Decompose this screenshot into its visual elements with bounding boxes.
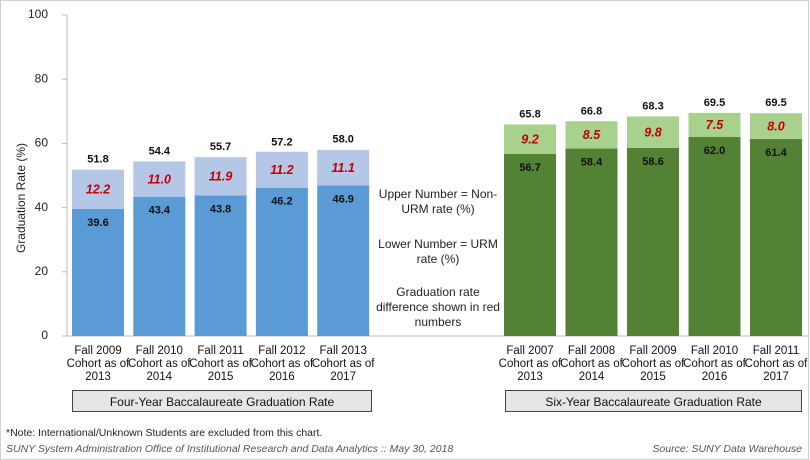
bar-difference xyxy=(255,151,308,188)
upper-label: 68.3 xyxy=(642,101,663,113)
x-tick-label: Fall 2011 Cohort as of 2017 xyxy=(744,345,808,383)
upper-label: 57.2 xyxy=(271,136,292,148)
lower-label: 62.0 xyxy=(704,145,725,157)
difference-label: 8.0 xyxy=(767,119,784,133)
lower-label: 58.4 xyxy=(581,156,603,168)
lower-label: 58.6 xyxy=(642,156,663,168)
x-tick-label: Fall 2011 Cohort as of 2015 xyxy=(189,345,252,383)
difference-label: 11.9 xyxy=(209,170,232,184)
x-tick-label: Fall 2009 Cohort as of 2013 xyxy=(66,345,130,383)
bar-lower xyxy=(317,185,370,336)
upper-label: 55.7 xyxy=(210,141,231,153)
x-tick-label: Fall 2010 Cohort as of 2016 xyxy=(683,345,746,383)
bar-lower xyxy=(133,196,186,336)
difference-label: 11.0 xyxy=(148,172,171,186)
bar-lower xyxy=(688,136,741,336)
annotation: Lower Number = URM rate (%) xyxy=(378,237,498,266)
bar-difference xyxy=(504,124,556,154)
difference-label: 9.2 xyxy=(521,133,538,147)
bar-lower xyxy=(255,187,308,336)
y-tick-label: 0 xyxy=(41,328,48,342)
upper-label: 51.8 xyxy=(87,154,108,166)
difference-label: 11.2 xyxy=(270,163,293,177)
difference-label: 12.2 xyxy=(86,183,110,197)
difference-label: 7.5 xyxy=(706,118,724,132)
bar-difference xyxy=(750,113,802,139)
annotation: Upper Number = Non-URM rate (%) xyxy=(378,187,498,216)
group-label: Four-Year Baccalaureate Graduation Rate xyxy=(72,390,372,412)
x-tick-label: Fall 2012 Cohort as of 2016 xyxy=(250,345,314,383)
y-axis-label: Graduation Rate (%) xyxy=(14,143,28,253)
bar-difference xyxy=(194,157,247,196)
x-tick-label: Fall 2008 Cohort as of 2014 xyxy=(560,345,623,383)
x-tick-label: Fall 2010 Cohort as of 2014 xyxy=(127,345,191,383)
upper-label: 65.8 xyxy=(519,109,540,121)
bar-lower xyxy=(750,138,802,336)
upper-label: 66.8 xyxy=(581,105,602,117)
bar-difference xyxy=(627,116,679,148)
upper-label: 58.0 xyxy=(332,134,353,146)
y-tick-label: 80 xyxy=(35,71,49,85)
lower-label: 39.6 xyxy=(87,217,108,229)
bar-lower xyxy=(627,147,679,336)
difference-label: 8.5 xyxy=(583,128,601,142)
lower-label: 46.9 xyxy=(332,193,353,205)
upper-label: 69.5 xyxy=(765,97,786,109)
bar-difference xyxy=(72,169,124,209)
bar-lower xyxy=(504,153,556,336)
y-tick-label: 40 xyxy=(35,200,49,214)
group-label: Six-Year Baccalaureate Graduation Rate xyxy=(505,390,802,412)
x-tick-label: Fall 2009 Cohort as of 2015 xyxy=(621,345,685,383)
bar-difference xyxy=(317,149,370,186)
bar-difference xyxy=(133,161,186,197)
note: *Note: International/Unknown Students ar… xyxy=(6,427,323,439)
y-tick-label: 60 xyxy=(35,136,49,150)
lower-label: 61.4 xyxy=(765,147,787,159)
x-tick-label: Fall 2013 Cohort as of 2017 xyxy=(311,345,375,383)
bar-lower xyxy=(565,148,618,336)
bar-difference xyxy=(688,112,741,137)
difference-label: 9.8 xyxy=(644,125,661,139)
bar-lower xyxy=(72,208,124,336)
lower-label: 46.2 xyxy=(271,196,292,208)
lower-label: 56.7 xyxy=(519,162,540,174)
bar-difference xyxy=(565,121,618,149)
y-tick-label: 100 xyxy=(28,7,48,21)
upper-label: 69.5 xyxy=(704,97,725,109)
lower-label: 43.4 xyxy=(149,205,171,217)
footer: SUNY System Administration Office of Ins… xyxy=(6,443,454,455)
difference-label: 11.1 xyxy=(331,161,354,175)
y-tick-label: 20 xyxy=(35,264,49,278)
bar-lower xyxy=(194,195,247,336)
x-tick-label: Fall 2007 Cohort as of 2013 xyxy=(498,345,562,383)
lower-label: 43.8 xyxy=(210,203,231,215)
source: Source: SUNY Data Warehouse xyxy=(652,443,802,455)
upper-label: 54.4 xyxy=(149,145,171,157)
annotation: Graduation rate difference shown in red … xyxy=(376,285,500,329)
